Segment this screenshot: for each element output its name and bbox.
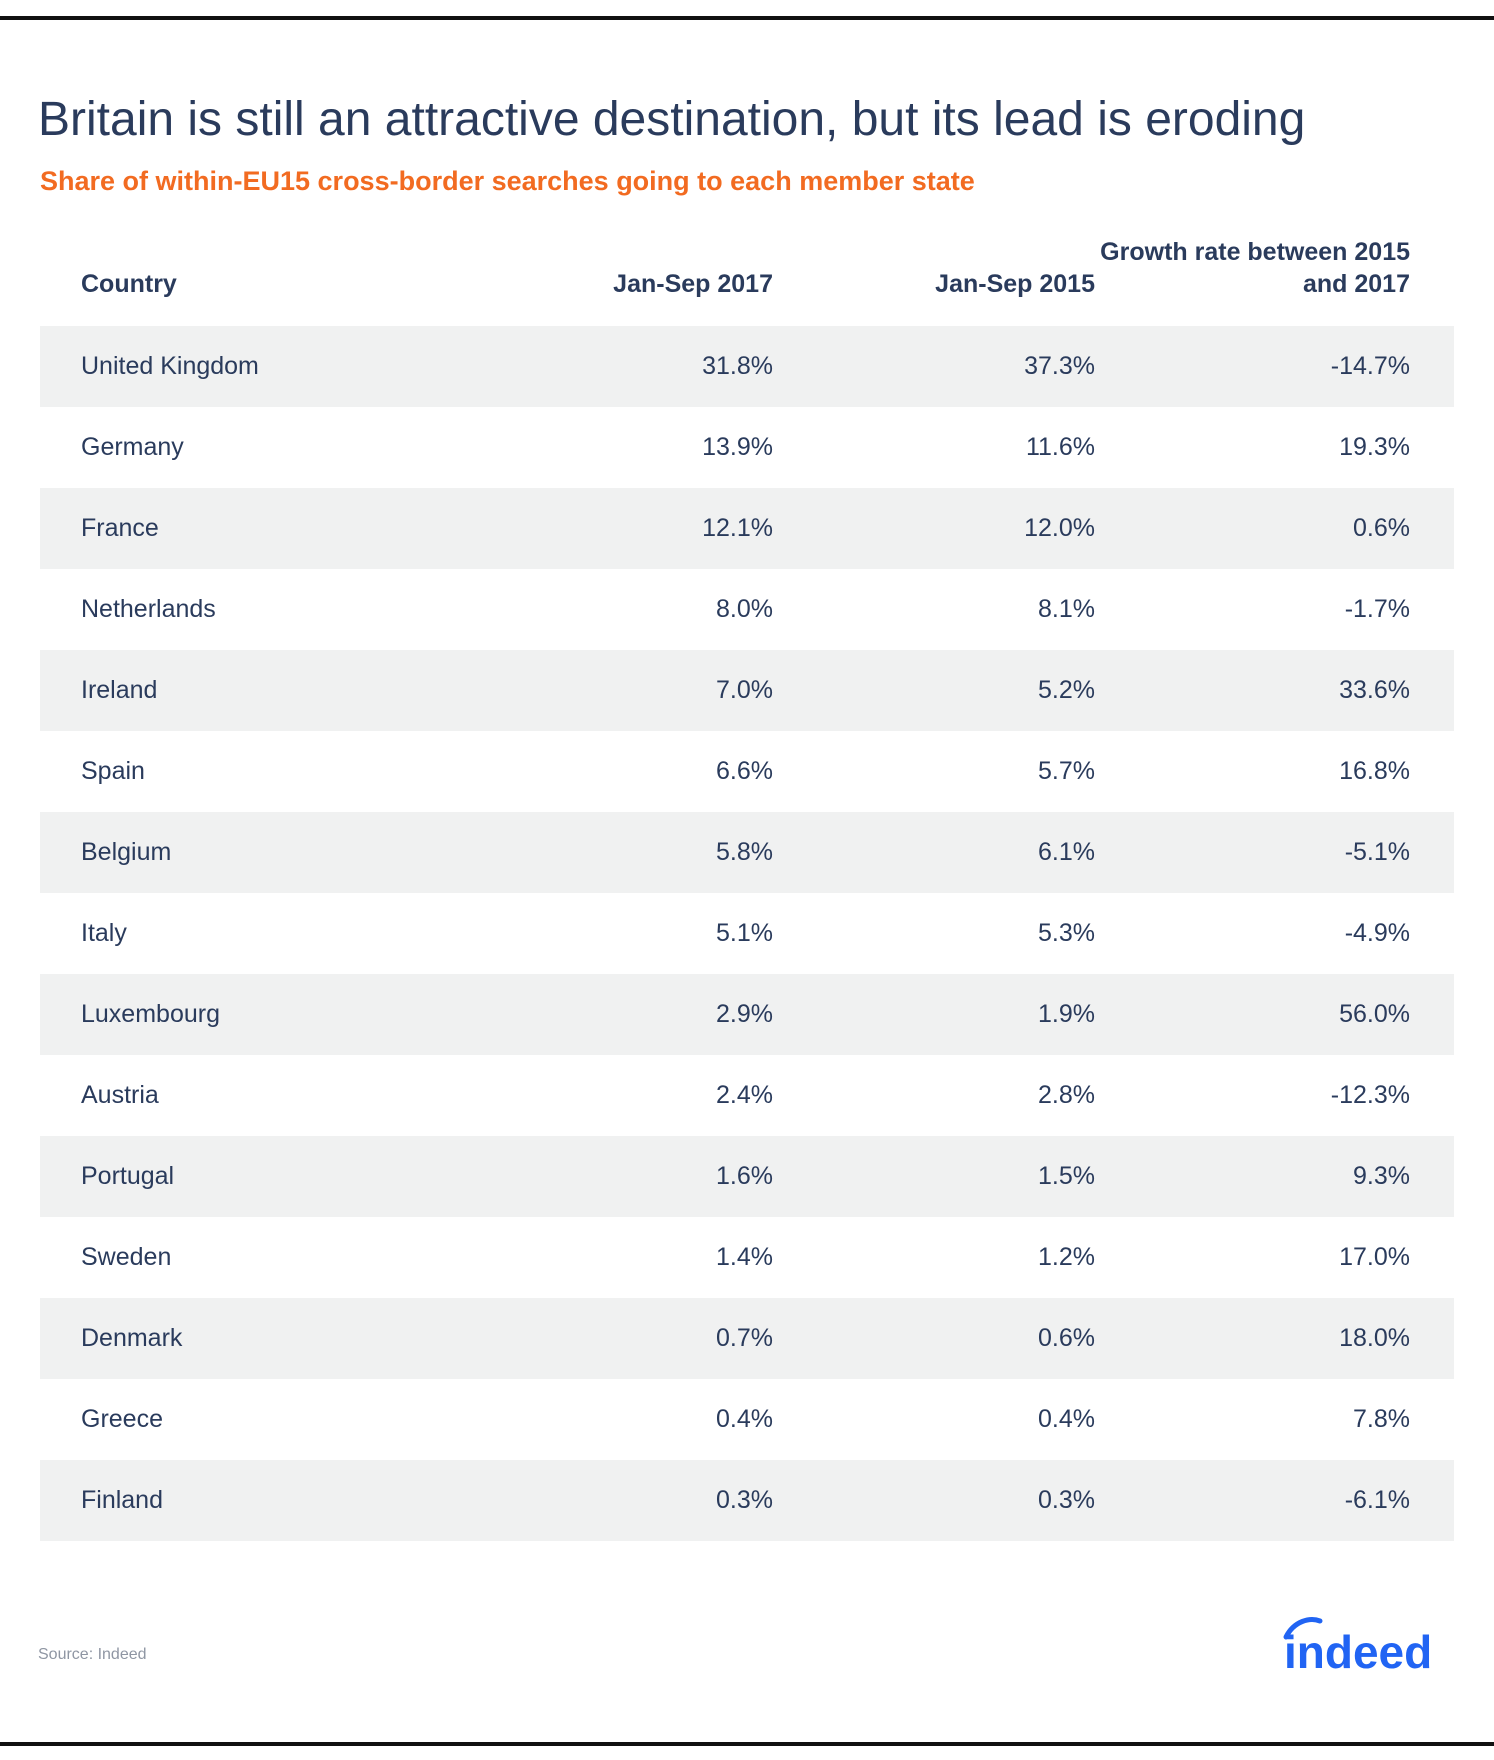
header-growth: Growth rate between 2015 and 2017	[1100, 238, 1410, 298]
table-row: Greece 0.4% 0.4% 7.8%	[40, 1379, 1454, 1460]
cell-2015: 1.5%	[1038, 1162, 1095, 1190]
header-2017: Jan-Sep 2017	[613, 270, 773, 298]
cell-2015: 1.9%	[1038, 1000, 1095, 1028]
cell-2017: 2.4%	[716, 1081, 773, 1109]
cell-growth: -14.7%	[1330, 352, 1410, 380]
cell-growth: 33.6%	[1339, 676, 1410, 704]
logo-wordmark: indeed	[1284, 1626, 1432, 1675]
cell-growth: 19.3%	[1339, 433, 1410, 461]
cell-2015: 2.8%	[1038, 1081, 1095, 1109]
table-row: Ireland 7.0% 5.2% 33.6%	[40, 650, 1454, 731]
cell-2017: 7.0%	[716, 676, 773, 704]
cell-growth: 9.3%	[1353, 1162, 1410, 1190]
cell-2017: 2.9%	[716, 1000, 773, 1028]
cell-2015: 5.7%	[1038, 757, 1095, 785]
cell-growth: 16.8%	[1339, 757, 1410, 785]
cell-2017: 0.3%	[716, 1486, 773, 1514]
cell-2017: 8.0%	[716, 595, 773, 623]
cell-2017: 1.4%	[716, 1243, 773, 1271]
cell-country: Netherlands	[81, 595, 216, 623]
table-row: Denmark 0.7% 0.6% 18.0%	[40, 1298, 1454, 1379]
cell-2017: 5.1%	[716, 919, 773, 947]
cell-country: Denmark	[81, 1324, 183, 1352]
cell-2015: 6.1%	[1038, 838, 1095, 866]
chart-title: Britain is still an attractive destinati…	[38, 93, 1306, 146]
data-table: Country Jan-Sep 2017 Jan-Sep 2015 Growth…	[40, 220, 1454, 1541]
cell-country: Greece	[81, 1405, 163, 1433]
cell-country: Italy	[81, 919, 127, 947]
cell-country: United Kingdom	[81, 352, 259, 380]
table-row: Sweden 1.4% 1.2% 17.0%	[40, 1217, 1454, 1298]
table-row: Austria 2.4% 2.8% -12.3%	[40, 1055, 1454, 1136]
table-row: Italy 5.1% 5.3% -4.9%	[40, 893, 1454, 974]
bottom-rule	[0, 1742, 1494, 1746]
cell-country: Portugal	[81, 1162, 175, 1190]
cell-country: Belgium	[81, 838, 172, 866]
cell-country: Finland	[81, 1486, 163, 1514]
table-header: Country Jan-Sep 2017 Jan-Sep 2015 Growth…	[40, 220, 1454, 326]
cell-2017: 12.1%	[702, 514, 773, 542]
table-row: Finland 0.3% 0.3% -6.1%	[40, 1460, 1454, 1541]
table-row: Luxembourg 2.9% 1.9% 56.0%	[40, 974, 1454, 1055]
cell-growth: -5.1%	[1344, 838, 1410, 866]
cell-growth: -4.9%	[1344, 919, 1410, 947]
cell-2015: 5.2%	[1038, 676, 1095, 704]
table-row: Belgium 5.8% 6.1% -5.1%	[40, 812, 1454, 893]
cell-2015: 11.6%	[1025, 433, 1095, 461]
cell-country: Ireland	[81, 676, 158, 704]
chart-subtitle: Share of within-EU15 cross-border search…	[40, 166, 975, 196]
cell-growth: 0.6%	[1353, 514, 1410, 542]
cell-2017: 6.6%	[716, 757, 773, 785]
table-row: United Kingdom 31.8% 37.3% -14.7%	[40, 326, 1454, 407]
cell-country: Sweden	[81, 1243, 172, 1271]
cell-2015: 0.4%	[1038, 1405, 1095, 1433]
cell-2015: 0.3%	[1038, 1486, 1095, 1514]
table-row: Portugal 1.6% 1.5% 9.3%	[40, 1136, 1454, 1217]
cell-2015: 5.3%	[1038, 919, 1095, 947]
cell-2015: 1.2%	[1038, 1243, 1095, 1271]
cell-country: Luxembourg	[81, 1000, 220, 1028]
logo-arc-icon	[1283, 1617, 1323, 1640]
cell-2017: 0.7%	[716, 1324, 773, 1352]
cell-2017: 13.9%	[702, 433, 773, 461]
table-row: France 12.1% 12.0% 0.6%	[40, 488, 1454, 569]
header-country: Country	[81, 270, 177, 298]
cell-growth: 7.8%	[1353, 1405, 1410, 1433]
cell-2017: 0.4%	[716, 1405, 773, 1433]
cell-growth: 56.0%	[1339, 1000, 1410, 1028]
cell-2015: 12.0%	[1024, 514, 1095, 542]
cell-2017: 31.8%	[702, 352, 773, 380]
table-body: United Kingdom 31.8% 37.3% -14.7% Germany 13.…	[40, 326, 1454, 1541]
cell-growth: -12.3%	[1330, 1081, 1410, 1109]
cell-2017: 5.8%	[716, 838, 773, 866]
cell-2017: 1.6%	[716, 1162, 773, 1190]
table-row: Spain 6.6% 5.7% 16.8%	[40, 731, 1454, 812]
cell-2015: 37.3%	[1024, 352, 1095, 380]
cell-country: France	[81, 514, 159, 542]
cell-country: Spain	[81, 757, 145, 785]
cell-growth: 18.0%	[1339, 1324, 1410, 1352]
table-row: Netherlands 8.0% 8.1% -1.7%	[40, 569, 1454, 650]
indeed-logo: indeed	[1283, 1617, 1432, 1675]
cell-2015: 8.1%	[1038, 595, 1095, 623]
cell-country: Germany	[81, 433, 184, 461]
header-2015: Jan-Sep 2015	[935, 270, 1095, 298]
cell-growth: -6.1%	[1344, 1486, 1410, 1514]
cell-growth: 17.0%	[1339, 1243, 1410, 1271]
cell-2015: 0.6%	[1038, 1324, 1095, 1352]
top-rule	[0, 16, 1494, 20]
table-row: Germany 13.9% 11.6% 19.3%	[40, 407, 1454, 488]
cell-country: Austria	[81, 1081, 159, 1109]
source-note: Source: Indeed	[38, 1646, 147, 1663]
cell-growth: -1.7%	[1344, 595, 1410, 623]
